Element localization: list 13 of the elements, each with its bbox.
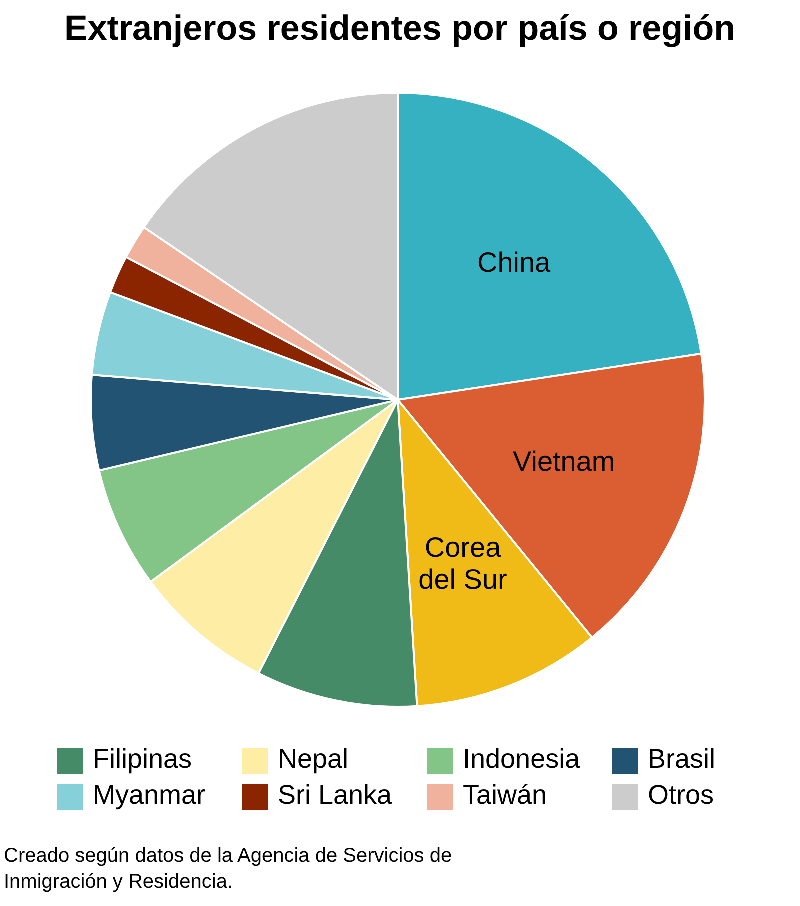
legend-label: Brasil [648, 744, 716, 774]
legend-label: Taiwán [463, 780, 548, 810]
legend-label: Otros [648, 780, 714, 810]
legend-label: Filipinas [93, 744, 192, 774]
slice-label: Vietnam [513, 446, 616, 478]
legend-label: Sri Lanka [278, 780, 394, 810]
slice-label: Corea del Sur [418, 532, 508, 596]
legend-label: Indonesia [463, 744, 582, 774]
chart-title: Extranjeros residentes por país o región [64, 9, 736, 48]
text: Creado según datos de la Agencia de Servicios de Inmigración y Residencia. [4, 845, 452, 893]
slice-label: China [477, 247, 552, 278]
legend-label: Nepal [278, 744, 349, 774]
legend-label: Myanmar [93, 780, 206, 810]
